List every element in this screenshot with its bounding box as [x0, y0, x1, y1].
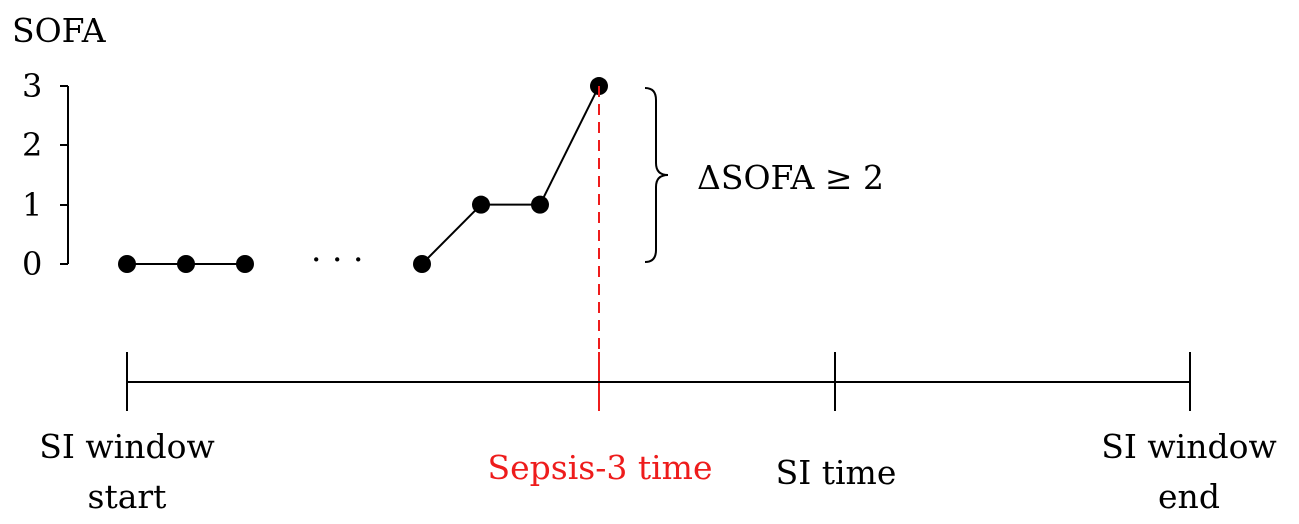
sofa-point-5 — [472, 195, 490, 214]
sofa-point-1 — [118, 255, 136, 273]
sepsis3-time-label: Sepsis-3 time — [488, 448, 713, 487]
ellipsis: · · · — [311, 240, 363, 279]
sofa-segment-5 — [539, 85, 600, 206]
sofa-point-3 — [236, 255, 254, 273]
delta-sofa-brace — [644, 87, 669, 263]
sofa-point-4 — [413, 255, 431, 273]
y-axis-title: SOFA — [12, 11, 107, 50]
si-window-start-label-line1: SI window — [39, 427, 214, 466]
delta-sofa-label: ΔSOFA ≥ 2 — [697, 158, 884, 197]
y-tick-label-3: 3 — [22, 67, 42, 105]
y-tick-label-2: 2 — [22, 126, 42, 164]
si-window-end-label-line2: end — [1158, 477, 1220, 516]
sofa-point-6 — [531, 195, 549, 214]
si-time-label: SI time — [776, 453, 897, 492]
y-tick-label-0: 0 — [22, 245, 42, 283]
y-tick-label-1: 1 — [22, 186, 42, 224]
sofa-segment-3 — [421, 203, 482, 265]
si-window-start-label-line2: start — [88, 477, 167, 516]
si-window-end-label-line1: SI window — [1101, 427, 1276, 466]
sofa-point-2 — [177, 255, 195, 273]
